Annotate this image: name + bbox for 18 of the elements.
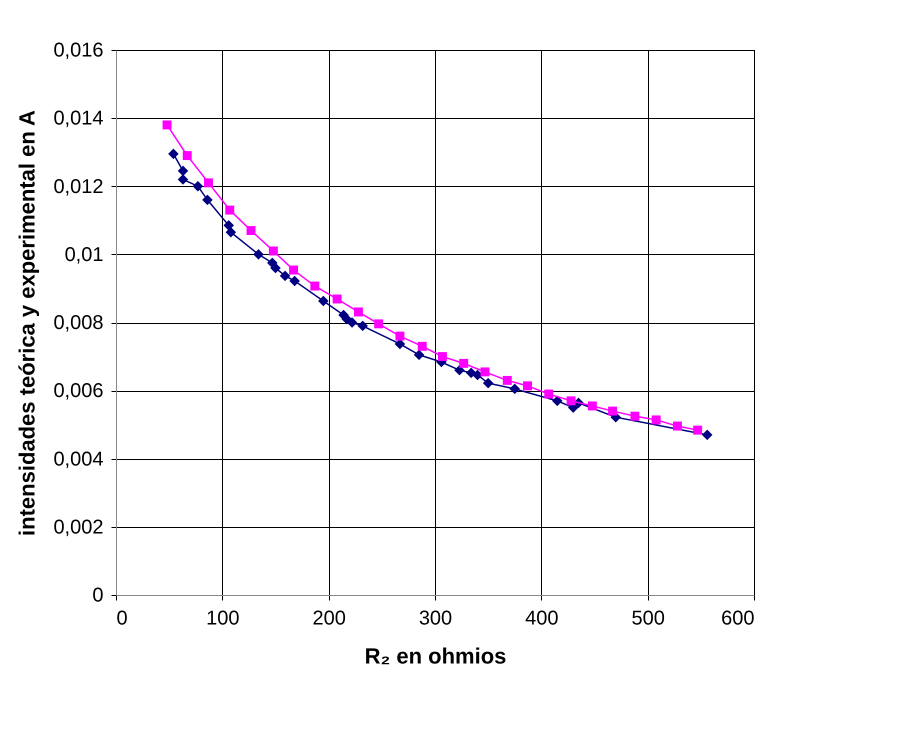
x-tick-label: 400 [525,608,559,630]
y-tick-label: 0 [92,584,104,606]
x-axis-title: R₂ en ohmios [364,644,506,668]
x-tick-label: 0 [116,608,128,630]
y-tick-label: 0,01 [64,244,104,266]
y-tick-label: 0,004 [53,448,104,470]
x-tick-label: 100 [206,608,240,630]
x-tick-label: 200 [312,608,346,630]
y-axis-title: intensidades teórica y experimental en A [14,110,40,536]
x-tick-label: 500 [631,608,665,630]
x-tick-label: 300 [418,608,452,630]
y-tick-label: 0,016 [53,40,104,62]
x-tick-label: 600 [721,608,754,630]
y-tick-label: 0,012 [53,176,104,198]
y-tick-label: 0,002 [53,516,104,538]
y-tick-label: 0,014 [53,108,104,130]
y-tick-label: 0,008 [53,312,104,334]
y-tick-label: 0,006 [53,380,104,402]
